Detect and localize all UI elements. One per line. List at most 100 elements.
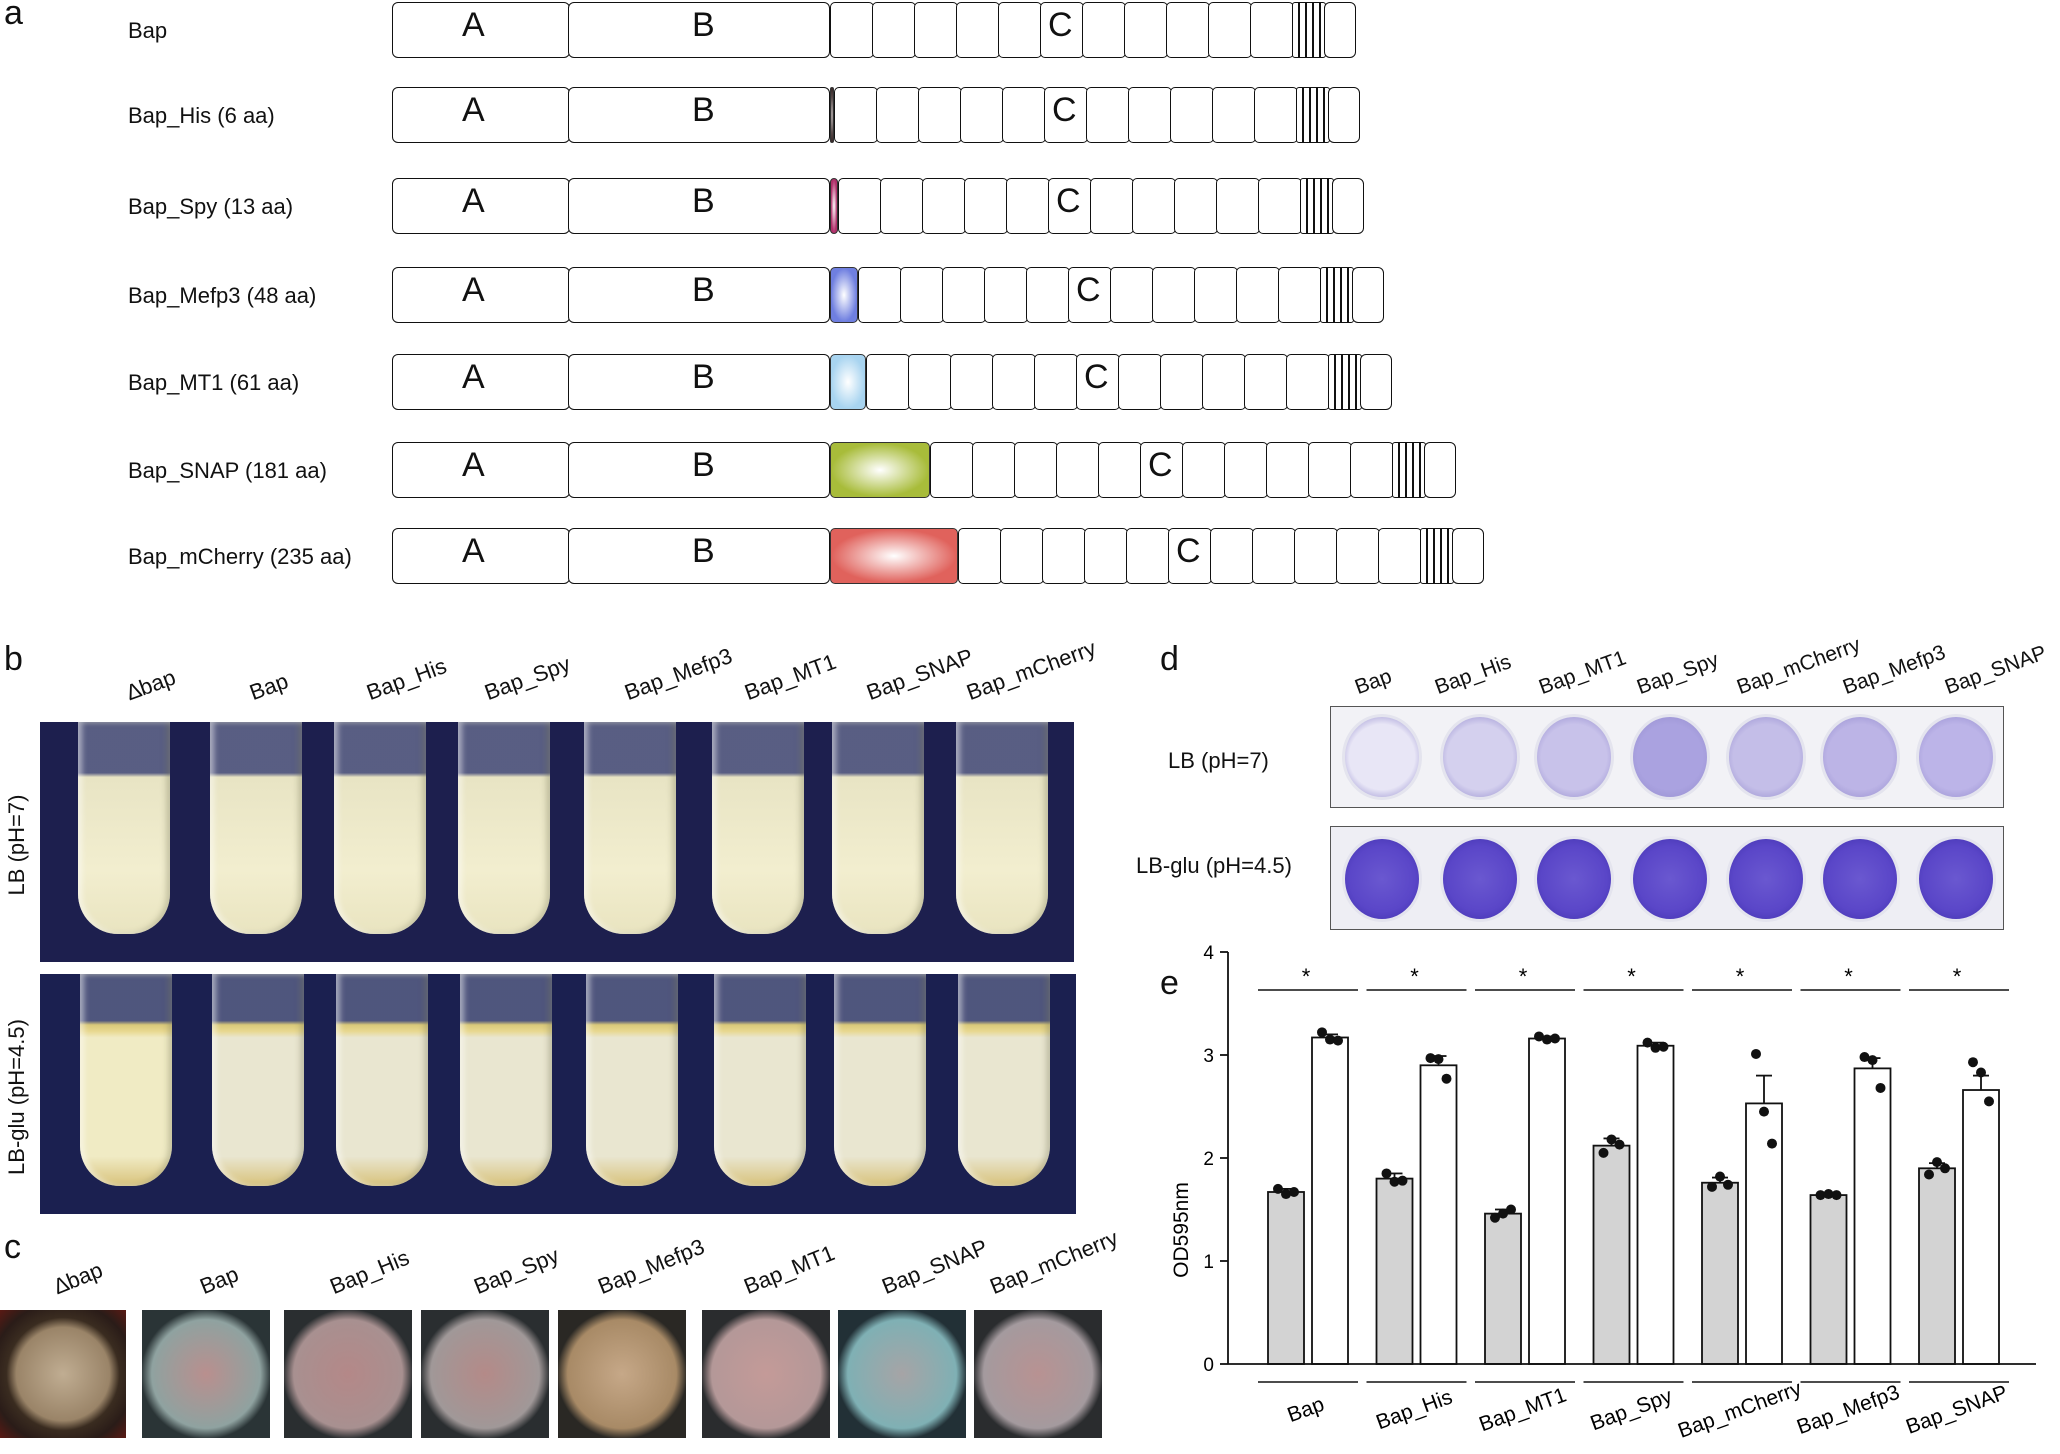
tube-column-title: Bap_Spy: [481, 651, 574, 706]
c-terminal-region: [1420, 528, 1454, 584]
data-point: [1715, 1171, 1725, 1182]
domain-c-repeat: [960, 87, 1004, 143]
domain-c-repeat: [900, 267, 944, 323]
domain-c-repeat: [1308, 442, 1352, 498]
row-label-lb: LB (pH=7): [4, 794, 29, 896]
domain-c-repeat: [964, 178, 1008, 234]
x-tick-label: Bap: [1284, 1393, 1327, 1427]
y-tick-label: 0: [1203, 1355, 1214, 1376]
domain-c-repeat: [1224, 442, 1268, 498]
domain-c-repeat: [1082, 2, 1126, 58]
domain-c-repeat: [930, 442, 974, 498]
significance-star: *: [1302, 964, 1311, 989]
domain-c-repeat: [956, 2, 1000, 58]
fusion-tag-block: [830, 528, 958, 584]
x-tick-label: Bap_His: [1373, 1386, 1455, 1435]
domain-c-repeat: [1084, 528, 1128, 584]
data-point: [1281, 1189, 1291, 1200]
row-label-d-lb-glu: LB-glu (pH=4.5): [1136, 853, 1292, 878]
domain-a-label: A: [462, 532, 485, 570]
c-terminal-region: [1292, 2, 1326, 58]
domain-c-repeat: [1236, 267, 1280, 323]
well-lb-glu: [1630, 836, 1710, 922]
fusion-tag-block: [830, 442, 930, 498]
c-terminal-end: [1452, 528, 1484, 584]
od595-bar-chart: OD595nm 0 1 2 3 4 * Bap * Bap_His * Bap_MT1 * Bap_Sp…: [1170, 943, 2036, 1443]
x-tick-label: Bap_MT1: [1476, 1384, 1569, 1437]
domain-a-block: [392, 528, 570, 584]
c-terminal-region: [1328, 354, 1362, 410]
domain-c-repeat: [1044, 87, 1088, 143]
domain-c-repeat: [1252, 528, 1296, 584]
domain-c-repeat: [1126, 528, 1170, 584]
data-point: [1606, 1134, 1617, 1145]
domain-c-repeat: [908, 354, 952, 410]
significance-star: *: [1519, 964, 1528, 989]
data-point: [1831, 1190, 1842, 1201]
construct-label: Bap_MT1 (61 aa): [128, 370, 300, 395]
c-terminal-end: [1424, 442, 1456, 498]
data-point: [1968, 1057, 1978, 1068]
domain-b-label: B: [692, 182, 715, 220]
c-terminal-end: [1360, 354, 1392, 410]
data-point: [1598, 1147, 1609, 1158]
bar: [1419, 1064, 1458, 1365]
row-label-d-lb: LB (pH=7): [1168, 748, 1269, 773]
domain-c-repeat: [1086, 87, 1130, 143]
domain-c-repeat: [950, 354, 994, 410]
domain-c-repeat: [1278, 267, 1322, 323]
domain-c-repeat: [1168, 528, 1212, 584]
colony-column-title: Bap: [196, 1261, 242, 1300]
domain-c-repeat: [914, 2, 958, 58]
data-point: [1823, 1189, 1834, 1200]
data-point: [1932, 1157, 1942, 1168]
fusion-tag-block: [830, 267, 858, 323]
domain-b-label: B: [692, 446, 715, 484]
domain-c-repeat: [1202, 354, 1246, 410]
domain-c-repeat: [834, 87, 878, 143]
colony-column-title: Bap_SNAP: [878, 1234, 991, 1300]
data-point: [1498, 1208, 1508, 1219]
domain-c-repeat: [1350, 442, 1394, 498]
tube-lb: [334, 722, 426, 934]
domain-c-repeat: [1000, 528, 1044, 584]
data-point: [1325, 1034, 1335, 1045]
data-point: [1550, 1033, 1560, 1044]
domain-c-repeat: [1216, 178, 1260, 234]
domain-c-repeat: [876, 87, 920, 143]
domain-c-repeat: [972, 442, 1016, 498]
y-axis-label: OD595nm: [1170, 1182, 1193, 1278]
bar: [1918, 1167, 1956, 1365]
domain-a-label: A: [462, 6, 485, 44]
domain-c-repeat: [1210, 528, 1254, 584]
domain-a-label: A: [462, 271, 485, 309]
colony-column-title: ∆bap: [50, 1257, 107, 1300]
tube-column-title: ∆bap: [123, 664, 179, 706]
tube-column-title: Bap: [246, 668, 292, 706]
domain-a-label: A: [462, 446, 485, 484]
domain-c-repeat: [1090, 178, 1134, 234]
fusion-tag-block: [830, 354, 866, 410]
row-label-lb-glu: LB-glu (pH=4.5): [4, 1019, 29, 1175]
domain-c-label: C: [1076, 271, 1101, 309]
data-point: [1984, 1096, 1994, 1107]
bar: [1962, 1089, 2000, 1365]
colony-column-title: Bap_Spy: [470, 1242, 563, 1300]
domain-b-block: [568, 87, 830, 143]
construct-label: Bap_SNAP (181 aa): [128, 458, 327, 483]
domain-c-repeat: [1254, 87, 1298, 143]
domain-c-repeat: [1068, 267, 1112, 323]
well-lb: [1630, 714, 1710, 800]
domain-c-repeat: [1182, 442, 1226, 498]
domain-c-repeat: [1336, 528, 1380, 584]
data-point: [1397, 1175, 1408, 1186]
domain-c-label: C: [1148, 446, 1173, 484]
panel-letter-e: e: [1160, 964, 1179, 1002]
data-point: [1273, 1183, 1283, 1194]
domain-a-label: A: [462, 91, 485, 129]
tube-lb-glu: [460, 974, 552, 1186]
c-terminal-end: [1332, 178, 1364, 234]
data-point: [1723, 1179, 1733, 1190]
tube-lb-glu: [212, 974, 304, 1186]
bar: [1853, 1067, 1892, 1365]
